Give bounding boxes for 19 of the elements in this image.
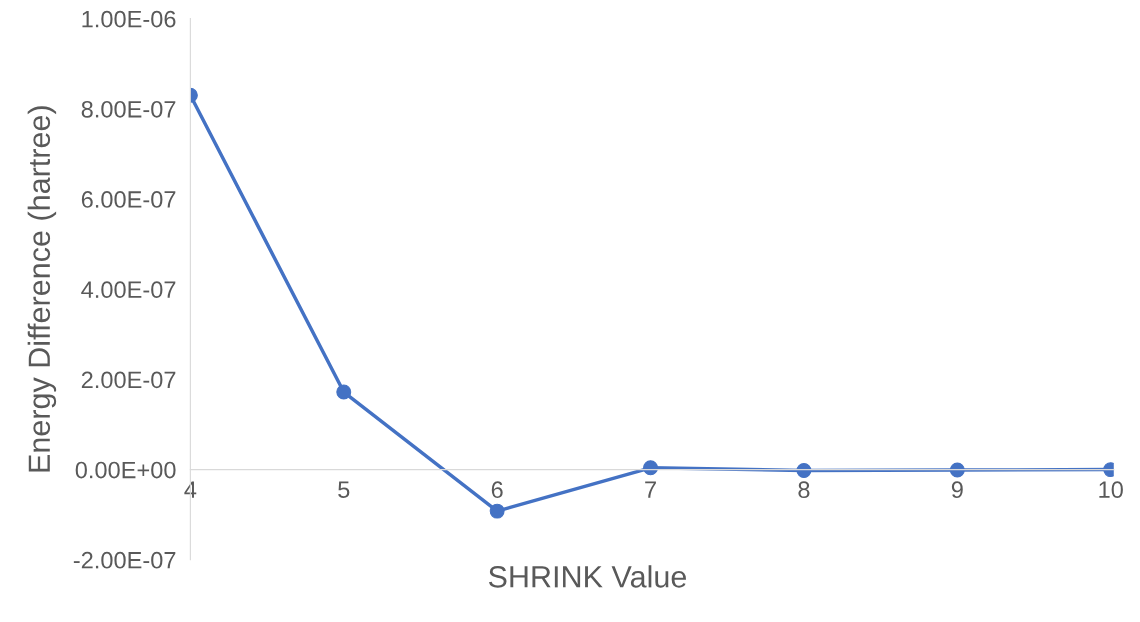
x-tick-label: 8 [798,481,810,499]
y-tick-label: -2.00E-07 [73,551,176,569]
y-tick-label: 0.00E+00 [75,461,176,479]
y-axis-title: Energy Difference (hartree) [27,106,57,472]
y-tick-label: 4.00E-07 [81,281,176,299]
x-tick-label: 4 [184,481,197,498]
x-tick-label: 6 [491,481,503,499]
y-tick-label: 1.00E-06 [82,10,176,28]
point [489,503,505,519]
point [796,463,812,478]
x-tick-label: 10 [1099,481,1123,499]
x-tick-label: 9 [951,481,963,499]
x-tick-label: 7 [645,481,656,498]
x-axis-title: SHRINK Value [488,565,686,588]
y-tick-label: 8.00E-07 [81,100,176,118]
y-tick-label: 6.00E-07 [81,191,176,208]
y-tick-label: 2.00E-07 [81,371,176,389]
x-tick-label: 5 [338,481,350,499]
point [336,384,352,400]
